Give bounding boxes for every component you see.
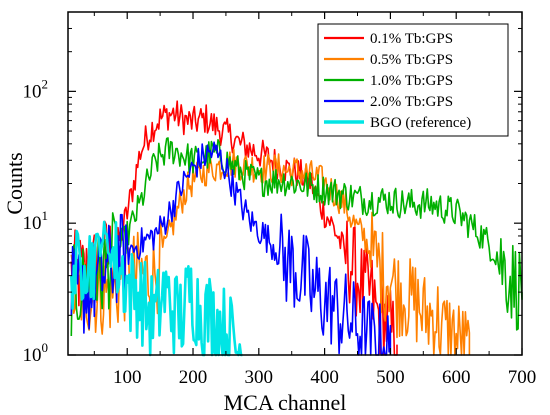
legend-label: 2.0% Tb:GPS <box>370 94 453 110</box>
legend-label: 0.1% Tb:GPS <box>370 31 453 47</box>
x-axis-label: MCA channel <box>224 390 347 415</box>
legend: 0.1% Tb:GPS 0.5% Tb:GPS 1.0% Tb:GPS 2.0% Tb… <box>317 23 509 137</box>
series-layer <box>70 100 523 357</box>
x-tick-label: 400 <box>310 367 339 388</box>
x-tick-label: 100 <box>113 367 142 388</box>
series-line-3 <box>70 137 523 337</box>
legend-label: 0.5% Tb:GPS <box>370 52 453 68</box>
x-tick-label: 500 <box>376 367 405 388</box>
x-tick-label: 300 <box>245 367 274 388</box>
x-tick-label: 700 <box>508 367 537 388</box>
y-axis-label: Counts <box>2 152 27 214</box>
series-line-1 <box>70 100 398 356</box>
legend-label: BGO (reference) <box>370 115 471 131</box>
x-tick-label: 200 <box>179 367 208 388</box>
ticks-layer <box>68 11 523 356</box>
x-tick-label: 600 <box>442 367 471 388</box>
series-line-5 <box>70 220 243 357</box>
legend-label: 1.0% Tb:GPS <box>370 73 453 89</box>
y-tick-label: 102 <box>23 76 49 102</box>
y-tick-label: 100 <box>23 340 49 366</box>
